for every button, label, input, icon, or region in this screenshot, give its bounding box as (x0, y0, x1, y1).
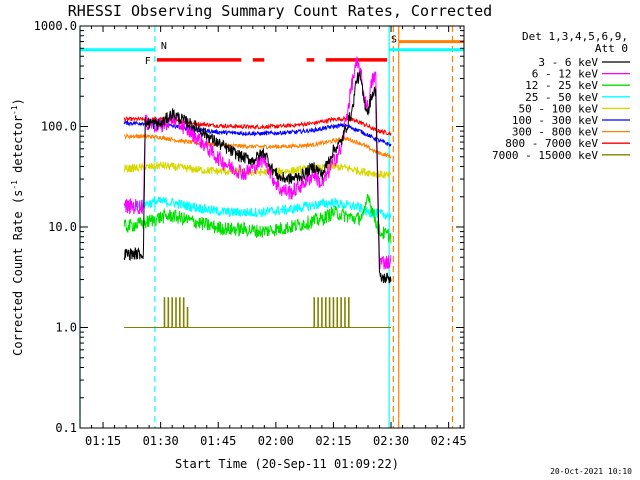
legend-label-1: 6 - 12 keV (532, 68, 599, 81)
saa-flag-label: S (391, 35, 397, 46)
y-axis-ticks: 0.1 1.0 10.0 100.0 1000.0 (34, 19, 464, 435)
legend-header-1: Det 1,3,4,5,6,9, (522, 30, 628, 43)
legend-label-6: 300 - 800 keV (512, 126, 598, 139)
x-tick-label-4: 02:15 (315, 434, 351, 448)
chart-title: RHESSI Observing Summary Count Rates, Co… (68, 2, 492, 20)
x-axis-label: Start Time (20-Sep-11 01:09:22) (175, 457, 399, 471)
legend-header-2: Att 0 (595, 42, 628, 55)
x-tick-label-6: 02:45 (431, 434, 467, 448)
x-tick-label-5: 02:30 (373, 434, 409, 448)
series-line-4 (123, 161, 392, 179)
plot-area: N S F (79, 26, 464, 428)
y-tick-label-2: 10.0 (48, 220, 77, 234)
y-tick-label-1: 1.0 (55, 321, 77, 335)
x-tick-label-0: 01:15 (85, 434, 121, 448)
series-line-6 (123, 132, 392, 159)
y-tick-label-4: 1000.0 (34, 19, 77, 33)
svg-text:Corrected Count Rate (s-1 dete: Corrected Count Rate (s-1 detector-1) (10, 98, 25, 356)
legend-label-4: 50 - 100 keV (519, 102, 599, 115)
x-tick-label-2: 01:45 (200, 434, 236, 448)
series-line-0 (123, 70, 392, 284)
legend-label-3: 25 - 50 keV (525, 91, 598, 104)
y-tick-label-3: 100.0 (41, 120, 77, 134)
legend-label-0: 3 - 6 keV (538, 56, 598, 69)
series-line-2 (123, 193, 392, 244)
night-flag-label: N (161, 41, 167, 52)
series-line-3 (123, 196, 392, 220)
legend-label-8: 7000 - 15000 keV (492, 149, 598, 162)
series-line-1 (123, 56, 392, 270)
x-axis-ticks: 01:15 01:30 01:45 02:00 02:15 02:30 02:45 (85, 26, 467, 448)
y-axis-label: Corrected Count Rate (s-1 detector-1) (10, 98, 25, 356)
x-tick-label-3: 02:00 (258, 434, 294, 448)
flare-flag-label: F (145, 56, 151, 67)
legend-label-7: 800 - 7000 keV (505, 137, 598, 150)
legend-label-5: 100 - 300 keV (512, 114, 598, 127)
footer-date: 20-Oct-2021 10:10 (550, 467, 632, 476)
x-tick-label-1: 01:30 (143, 434, 179, 448)
y-tick-label-0: 0.1 (55, 421, 77, 435)
legend-label-2: 12 - 25 keV (525, 79, 598, 92)
